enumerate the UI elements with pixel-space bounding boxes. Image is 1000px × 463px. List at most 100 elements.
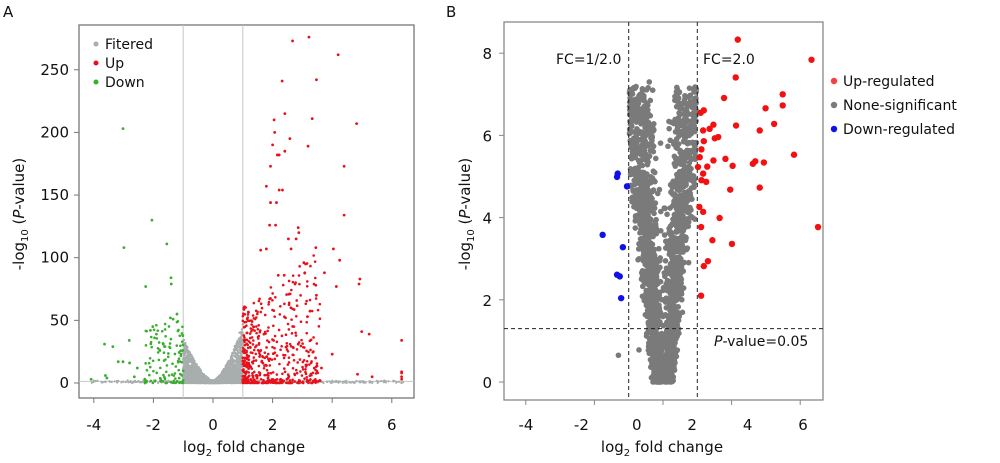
up-point [252,325,256,329]
filtered-point [238,351,242,355]
up-point [291,274,295,277]
up-point [334,285,338,288]
filtered-point [186,359,189,362]
up-point [299,344,303,348]
up-point [265,355,269,358]
down-point [156,346,160,350]
down-point [149,328,152,332]
filtered-point [156,381,160,384]
filtered-point [126,379,129,382]
filtered-point [197,366,200,369]
filtered-point [96,379,99,382]
filtered-point [384,381,388,384]
up-point [252,378,256,381]
up-point [312,379,315,382]
up-point [305,262,309,265]
up-point [285,381,288,385]
filtered-point [213,380,216,383]
up-point [400,371,404,375]
up-point [305,331,309,335]
y-tick-label: 250 [40,61,69,79]
up-point [269,380,272,383]
up-point [269,371,273,375]
up-point [257,371,261,374]
down-point [176,329,180,333]
up-point [256,381,260,385]
up-point [250,319,253,322]
up-point [244,363,247,367]
up-point [318,317,322,320]
up-point [273,351,277,354]
up-point [244,338,248,342]
up-point [247,363,251,366]
down-point [145,380,148,384]
x-tick-label: -4 [519,416,534,434]
down-point [144,362,147,365]
up-point [242,308,246,311]
filtered-point [196,381,199,385]
up-point [254,325,258,328]
up-point [278,313,282,316]
filtered-point [236,381,239,384]
down-point [168,346,172,350]
filtered-point [189,374,193,377]
filtered-point [191,356,194,360]
up-point [263,351,267,354]
filtered-point [197,376,201,379]
filtered-point [221,375,225,378]
filtered-point [219,379,222,382]
up-point [294,314,298,318]
down-point [164,335,167,338]
down-point [162,373,165,377]
filtered-point [116,381,119,384]
up-point [303,346,306,349]
up-point [267,300,271,304]
filtered-point [377,380,380,383]
up-point [274,381,277,385]
up-point [275,354,279,357]
filtered-point [225,381,229,384]
up-point [241,356,245,360]
up-point [298,282,301,286]
up-point [243,305,246,308]
filtered-point [228,366,232,369]
y-tick-label: 200 [40,123,69,141]
up-point [355,122,359,126]
up-point [277,328,281,332]
filtered-point [234,377,237,380]
down-point [179,352,183,356]
up-point [269,201,272,204]
down-point [169,276,173,280]
up-point [304,302,308,306]
up-point [309,264,312,268]
up-point [265,368,269,372]
up-point [250,367,254,370]
up-point [252,381,255,385]
x-tick-label: 6 [387,416,397,434]
up-point [241,381,245,384]
up-point [284,345,288,349]
up-point [400,377,404,381]
filtered-point [233,363,237,367]
down-point [144,329,148,333]
down-point [181,343,185,347]
up-point [307,354,311,358]
down-point [164,381,168,385]
up-point [267,303,270,306]
up-point [263,330,267,334]
filtered-point [240,342,243,345]
up-point [242,312,245,316]
filtered-point [238,369,241,372]
filtered-point [92,380,95,384]
up-point [245,331,249,335]
up-point [279,304,282,308]
up-point [289,247,293,251]
filtered-point [232,377,235,380]
down-point [155,371,159,375]
up-point [285,377,289,381]
up-point [356,372,359,376]
down-point [180,340,184,343]
down-point [171,362,174,366]
up-point [282,367,286,370]
